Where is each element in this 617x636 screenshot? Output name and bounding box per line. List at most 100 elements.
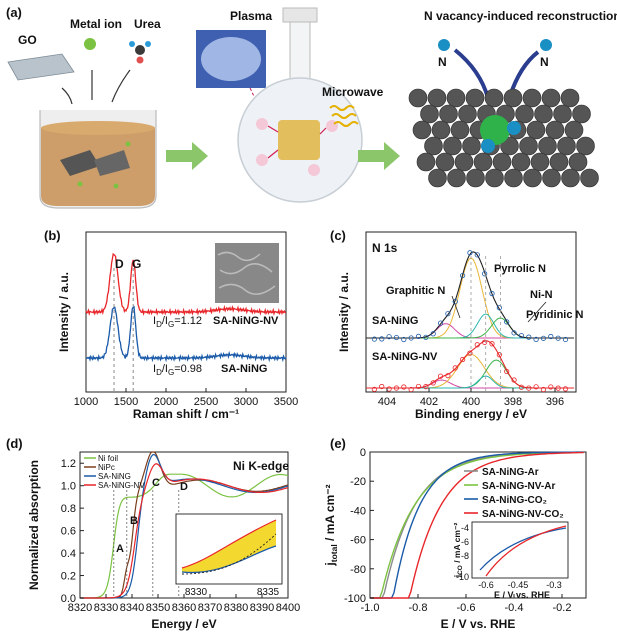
xps-point-nv (518, 384, 525, 390)
carbon-atom (519, 136, 538, 156)
carbon-atom (561, 168, 580, 188)
legend-e-label: SA-NiNG-CO₂ (482, 495, 547, 506)
carbon-atom (541, 88, 561, 108)
xps-point-ng (401, 336, 407, 343)
xps-point-ng (504, 319, 510, 325)
nitrogen-atom-site-2 (481, 139, 495, 153)
xps-point-nv (555, 385, 561, 391)
xps-point-ng (459, 272, 466, 279)
x-tick-label: 8360 (172, 602, 196, 614)
xps-point-ng (489, 290, 495, 297)
carbon-atom (427, 88, 447, 108)
xps-point-nv (401, 384, 407, 390)
carbon-atom (511, 152, 531, 172)
panel-d-title: Ni K-edge (233, 459, 289, 473)
graphene-lattice (408, 88, 599, 188)
lsv-series-line (370, 451, 584, 599)
xps-point-ng (526, 334, 532, 340)
xps-point-nv (474, 342, 480, 348)
y-tick-label: 0.6 (61, 526, 76, 538)
xps-point-ng (548, 333, 554, 340)
xps-point-nv (423, 384, 429, 390)
carbon-atom (435, 152, 455, 172)
xps-point-nv (437, 373, 444, 379)
panel-d-inset (175, 513, 283, 585)
y-tick-label: 1.0 (61, 481, 76, 493)
nitrogen-atom-site (507, 121, 521, 135)
y-tick-label: -80 (350, 564, 366, 576)
xps-point-ng (437, 320, 444, 326)
x-tick-label: 2000 (154, 396, 178, 408)
x-tick-label: 1000 (74, 396, 98, 408)
xps-point-ng (511, 330, 517, 336)
legend-c-ng: SA-NiNG (372, 315, 418, 327)
urea-label: Urea (134, 17, 161, 31)
carbon-atom (580, 168, 599, 188)
x-tick-label: 8380 (224, 602, 248, 614)
xps-point-ng (423, 334, 429, 340)
carbon-atom (424, 136, 443, 156)
n-label-right: N (540, 55, 549, 69)
x-tick-label: -0.4 (505, 602, 524, 614)
panel-c-title: N 1s (372, 241, 398, 255)
x-tick-label: 8340 (120, 602, 144, 614)
legend-d-label: SA-NiNG (98, 472, 131, 481)
inset-e-xtick-2: -0.3 (546, 580, 562, 590)
xps-point-ng (467, 250, 473, 256)
raman-peak-g-label: G (132, 257, 141, 271)
inset-d-xtick-0: 8330 (185, 587, 208, 598)
carbon-atom (485, 168, 504, 188)
carbon-atom (484, 88, 504, 108)
x-tick-label: 8400 (276, 602, 300, 614)
xps-point-ng (430, 331, 436, 337)
panel-b: (b) 1000 1500 2000 2500 3000 3500 D G ID/IG=1… (44, 228, 298, 421)
legend-d-label: SA-NiNG-NV (98, 481, 145, 490)
y-tick-label: -60 (350, 535, 366, 547)
x-tick-label: 402 (420, 396, 438, 408)
arrow-urea-to-beaker (111, 69, 131, 103)
legend-c-nv: SA-NiNG-NV (372, 351, 438, 363)
nickel-atom (480, 115, 510, 145)
nitrogen-atom-right (540, 39, 552, 51)
carbon-atom (416, 152, 436, 172)
xps-point-ng (540, 335, 547, 341)
xps-point-ng (496, 305, 502, 311)
y-tick-label: 0.0 (61, 593, 76, 605)
carbon-atom (504, 168, 523, 188)
beaker (39, 110, 157, 209)
raman-series-line (85, 252, 287, 317)
round-bottom-flask (237, 7, 363, 203)
x-tick-label: 404 (378, 396, 396, 408)
carbon-atom (462, 136, 481, 156)
lsv-series-line (370, 451, 584, 599)
xps-point-nv (371, 386, 377, 392)
x-tick-label: -0.6 (457, 602, 476, 614)
y-tick-label: 1.2 (61, 458, 76, 470)
xps-point-nv (467, 350, 473, 356)
ratio-nv: ID/IG=1.12 (153, 315, 202, 329)
xanes-series-line (80, 463, 289, 599)
carbon-atom (446, 88, 466, 108)
xanes-series-line (80, 473, 289, 599)
y-tick-label: -40 (350, 505, 366, 517)
xps-point-ng (555, 335, 561, 341)
xps-point-nv (482, 339, 488, 345)
carbon-atom (447, 168, 466, 188)
inset-e-ylabel: jCO / mA cm⁻² (452, 523, 464, 579)
panel-d: (d) 8320 8330 8340 8350 8360 8370 8380 8390 8400… (6, 436, 300, 631)
carbon-atom (538, 136, 557, 156)
inset-e-xtick-1: -0.45 (508, 580, 529, 590)
carbon-atom (572, 104, 591, 124)
graphene-oxide-sheet (7, 53, 75, 81)
metal-ion-sphere (84, 38, 96, 50)
panel-c: (c) 404 402 400 398 396 N 1s Pyrrolic N Grap… (330, 228, 584, 421)
inset-e-ytick-0: -4 (461, 523, 469, 533)
reconstruction-title: N vacancy-induced reconstruction (424, 9, 617, 23)
xps-point-ng (562, 336, 569, 343)
xps-point-nv (452, 365, 458, 371)
inset-d-xtick-1: 8335 (257, 587, 280, 598)
raman-peak-d-label: D (115, 257, 124, 271)
x-tick-label: 8390 (250, 602, 274, 614)
x-tick-label: 2500 (194, 396, 218, 408)
